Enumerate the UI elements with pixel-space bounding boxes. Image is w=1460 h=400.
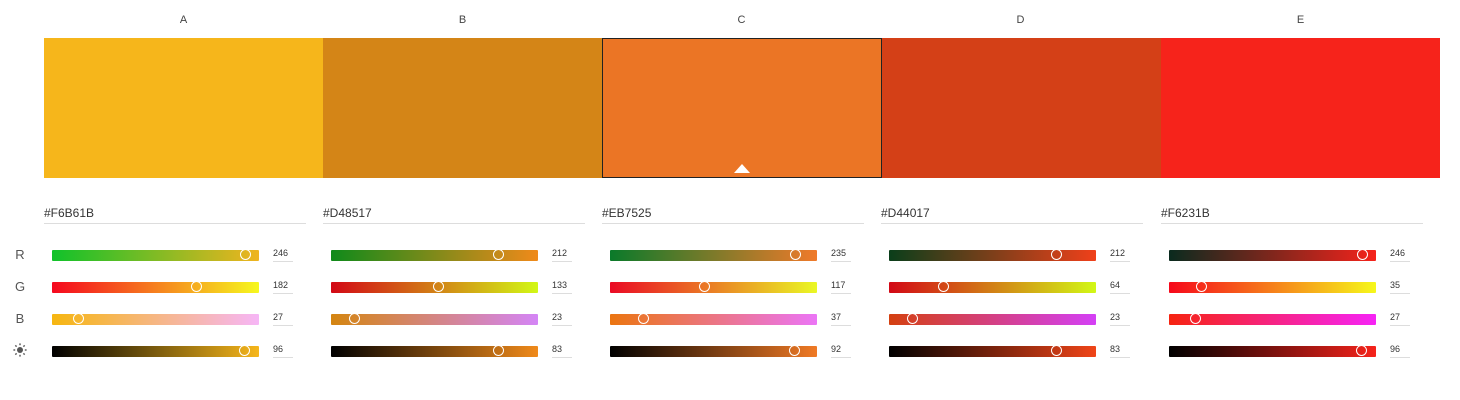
b-value-c[interactable]: 37 bbox=[831, 312, 851, 326]
color-swatch-d[interactable] bbox=[881, 38, 1161, 178]
b-value-e[interactable]: 27 bbox=[1390, 312, 1410, 326]
brightness-slider-e[interactable] bbox=[1169, 345, 1376, 357]
hex-input-a[interactable]: #F6B61B bbox=[44, 206, 306, 224]
column-label-b: B bbox=[458, 14, 467, 26]
column-label-d: D bbox=[1016, 14, 1025, 26]
slider-thumb[interactable] bbox=[493, 249, 505, 260]
brightness-value-e[interactable]: 96 bbox=[1390, 344, 1410, 358]
r-value-e[interactable]: 246 bbox=[1390, 248, 1410, 262]
color-swatch-b[interactable] bbox=[323, 38, 603, 178]
slider-thumb[interactable] bbox=[789, 249, 801, 260]
slider-thumb[interactable] bbox=[191, 281, 203, 292]
brightness-icon bbox=[13, 343, 27, 360]
brightness-slider-a[interactable] bbox=[52, 345, 259, 357]
brightness-value-d[interactable]: 83 bbox=[1110, 344, 1130, 358]
g-slider-c[interactable] bbox=[610, 281, 817, 293]
color-swatch-a[interactable] bbox=[44, 38, 324, 178]
slider-thumb[interactable] bbox=[937, 281, 949, 292]
b-slider-d[interactable] bbox=[889, 313, 1096, 325]
slider-thumb[interactable] bbox=[638, 313, 650, 324]
slider-thumb[interactable] bbox=[348, 313, 360, 324]
hex-input-d[interactable]: #D44017 bbox=[881, 206, 1143, 224]
brightness-value-a[interactable]: 96 bbox=[273, 344, 293, 358]
b-slider-b[interactable] bbox=[331, 313, 538, 325]
r-value-c[interactable]: 235 bbox=[831, 248, 851, 262]
channel-label-r: R bbox=[15, 247, 25, 262]
column-label-e: E bbox=[1296, 14, 1305, 26]
brightness-slider-c[interactable] bbox=[610, 345, 817, 357]
r-slider-d[interactable] bbox=[889, 249, 1096, 261]
hex-input-b[interactable]: #D48517 bbox=[323, 206, 585, 224]
slider-thumb[interactable] bbox=[492, 345, 504, 356]
g-value-e[interactable]: 35 bbox=[1390, 280, 1410, 294]
g-value-d[interactable]: 64 bbox=[1110, 280, 1130, 294]
b-value-d[interactable]: 23 bbox=[1110, 312, 1130, 326]
hex-input-e[interactable]: #F6231B bbox=[1161, 206, 1423, 224]
b-slider-a[interactable] bbox=[52, 313, 259, 325]
b-slider-e[interactable] bbox=[1169, 313, 1376, 325]
channel-label-g: G bbox=[14, 279, 26, 294]
color-swatch-e[interactable] bbox=[1160, 38, 1440, 178]
b-slider-c[interactable] bbox=[610, 313, 817, 325]
r-value-b[interactable]: 212 bbox=[552, 248, 572, 262]
r-slider-c[interactable] bbox=[610, 249, 817, 261]
column-label-a: A bbox=[179, 14, 188, 26]
brightness-slider-d[interactable] bbox=[889, 345, 1096, 357]
slider-thumb[interactable] bbox=[239, 345, 251, 356]
slider-thumb[interactable] bbox=[1051, 249, 1063, 260]
r-slider-e[interactable] bbox=[1169, 249, 1376, 261]
r-slider-b[interactable] bbox=[331, 249, 538, 261]
brightness-slider-b[interactable] bbox=[331, 345, 538, 357]
slider-thumb[interactable] bbox=[1357, 249, 1369, 260]
brightness-value-b[interactable]: 83 bbox=[552, 344, 572, 358]
r-slider-a[interactable] bbox=[52, 249, 259, 261]
slider-thumb[interactable] bbox=[1356, 345, 1368, 356]
g-value-c[interactable]: 117 bbox=[831, 280, 851, 294]
slider-thumb[interactable] bbox=[240, 249, 252, 260]
slider-thumb[interactable] bbox=[1189, 313, 1201, 324]
r-value-d[interactable]: 212 bbox=[1110, 248, 1130, 262]
channel-label-b: B bbox=[15, 311, 25, 326]
slider-thumb[interactable] bbox=[789, 345, 801, 356]
g-value-b[interactable]: 133 bbox=[552, 280, 572, 294]
g-slider-d[interactable] bbox=[889, 281, 1096, 293]
g-slider-e[interactable] bbox=[1169, 281, 1376, 293]
brightness-value-c[interactable]: 92 bbox=[831, 344, 851, 358]
b-value-b[interactable]: 23 bbox=[552, 312, 572, 326]
slider-thumb[interactable] bbox=[1195, 281, 1207, 292]
g-slider-b[interactable] bbox=[331, 281, 538, 293]
slider-thumb[interactable] bbox=[432, 281, 444, 292]
slider-thumb[interactable] bbox=[72, 313, 84, 324]
swatch-row bbox=[44, 38, 1440, 178]
hex-input-c[interactable]: #EB7525 bbox=[602, 206, 864, 224]
column-label-c: C bbox=[737, 14, 746, 26]
selected-indicator-icon bbox=[733, 164, 750, 173]
slider-thumb[interactable] bbox=[906, 313, 918, 324]
b-value-a[interactable]: 27 bbox=[273, 312, 293, 326]
r-value-a[interactable]: 246 bbox=[273, 248, 293, 262]
slider-thumb[interactable] bbox=[1050, 345, 1062, 356]
g-value-a[interactable]: 182 bbox=[273, 280, 293, 294]
g-slider-a[interactable] bbox=[52, 281, 259, 293]
slider-thumb[interactable] bbox=[699, 281, 711, 292]
color-swatch-c[interactable] bbox=[602, 38, 882, 178]
